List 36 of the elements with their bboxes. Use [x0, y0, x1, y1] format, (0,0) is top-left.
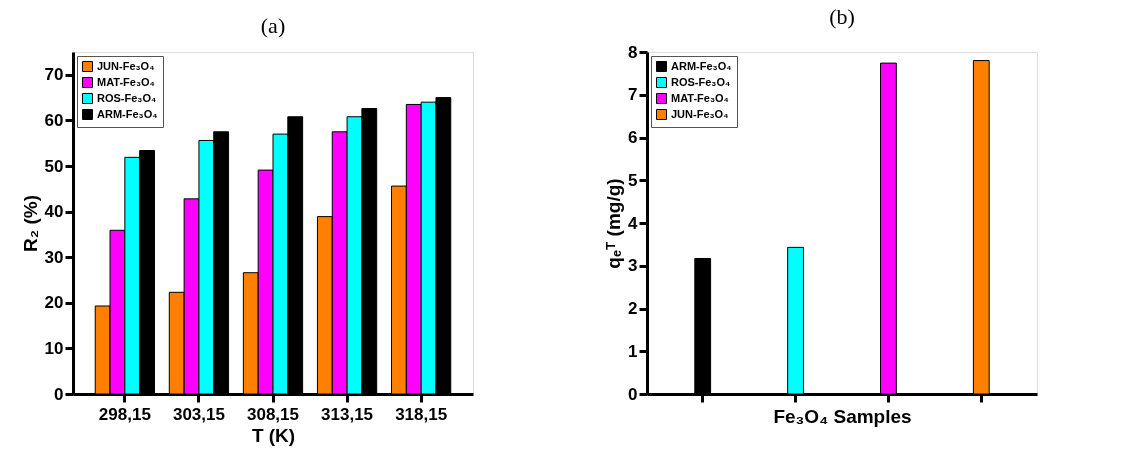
y-tick-label: 50 — [44, 156, 64, 176]
legend-label: ARM-Fe₃O₄ — [671, 59, 732, 72]
x-tick-label: 318,15 — [395, 404, 448, 424]
legend-label: ROS-Fe₃O₄ — [97, 91, 157, 104]
x-axis-title: T (K) — [251, 424, 296, 446]
y-axis-title: qₑᵀ (mg/g) — [603, 178, 625, 269]
y-tick-label: 4 — [628, 213, 639, 233]
y-tick-label: 60 — [44, 110, 64, 130]
y-tick-label: 7 — [628, 85, 638, 105]
legend-label: JUN-Fe₃O₄ — [671, 107, 729, 120]
y-tick-label: 30 — [44, 247, 64, 267]
x-axis-title: Fe₃O₄ Samples — [773, 406, 912, 427]
x-tick-label: 313,15 — [321, 404, 374, 424]
x-tick-label: 308,15 — [247, 404, 299, 424]
y-axis-title: R₂ (%) — [19, 195, 41, 252]
y-tick-label: 20 — [44, 293, 64, 313]
x-tick-label: 303,15 — [172, 404, 225, 424]
chart-title: (a) — [260, 13, 286, 38]
y-tick-label: 40 — [44, 202, 64, 222]
y-tick-label: 8 — [628, 42, 638, 62]
y-tick-label: 6 — [628, 128, 638, 147]
x-tick-label: 298,15 — [98, 404, 151, 424]
legend-label: MAT-Fe₃O₄ — [97, 75, 155, 88]
y-tick-label: 2 — [628, 299, 638, 318]
legend-label: ROS-Fe₃O₄ — [671, 75, 731, 88]
chart-title: (b) — [829, 4, 855, 29]
legend-label: JUN-Fe₃O₄ — [97, 59, 155, 72]
y-tick-label: 0 — [628, 384, 638, 404]
y-tick-label: 3 — [628, 256, 638, 276]
legend-label: MAT-Fe₃O₄ — [671, 91, 729, 104]
y-tick-label: 10 — [44, 338, 64, 358]
legend-label: ARM-Fe₃O₄ — [97, 107, 158, 120]
y-tick-label: 70 — [44, 65, 64, 85]
y-tick-label: 1 — [628, 341, 638, 361]
y-tick-label: 5 — [628, 170, 638, 190]
y-tick-label: 0 — [54, 384, 64, 404]
